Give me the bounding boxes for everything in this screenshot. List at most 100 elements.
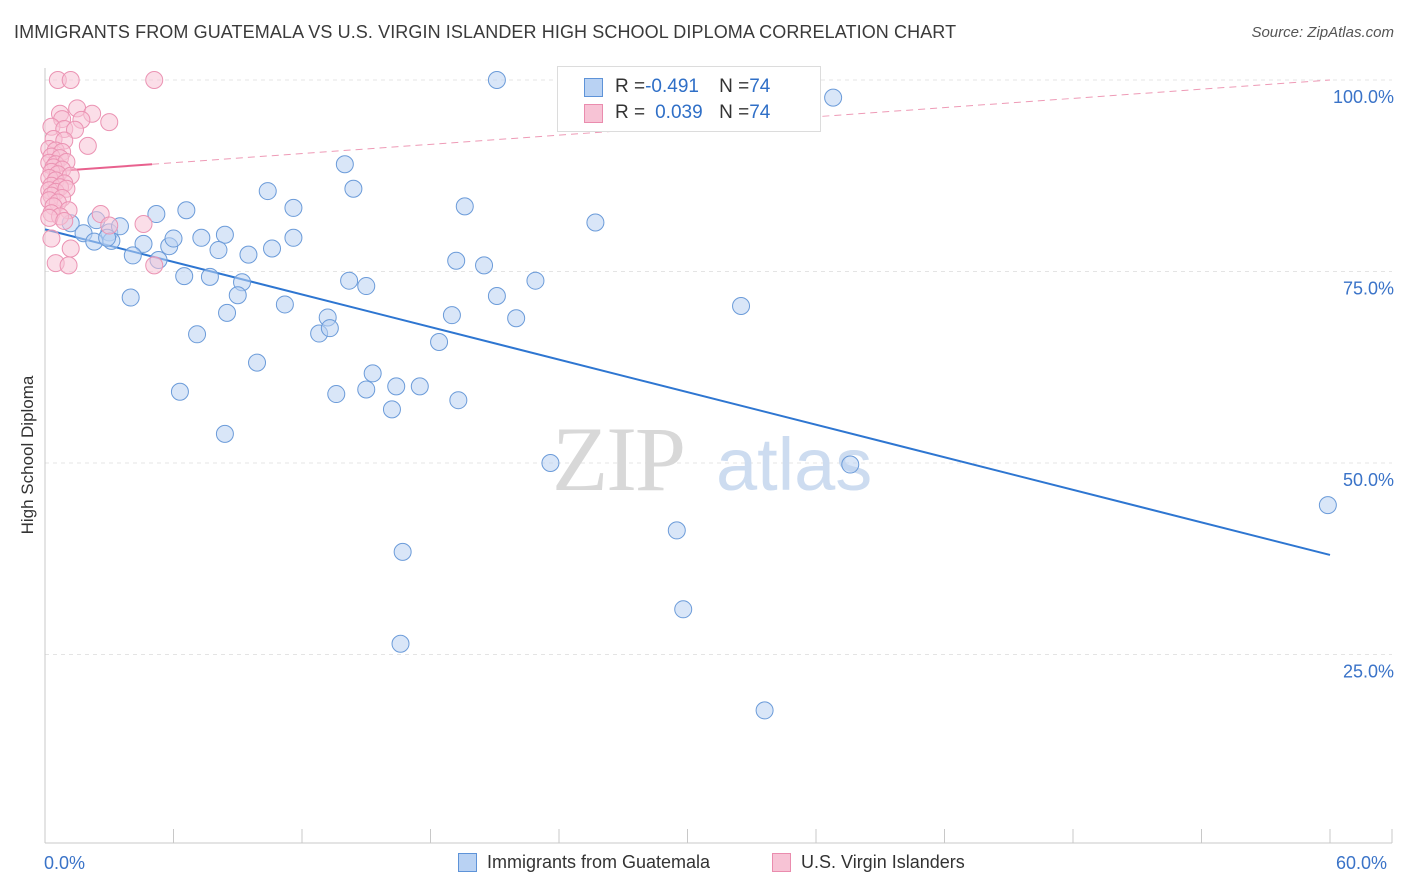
point-guatemala — [327, 385, 346, 404]
point-virgin-islanders — [65, 120, 84, 139]
y-tick-labels: 25.0% 50.0% 75.0% 100.0% — [1333, 87, 1394, 682]
point-guatemala — [391, 634, 410, 653]
point-guatemala — [344, 179, 363, 198]
point-guatemala — [455, 197, 474, 216]
point-guatemala — [123, 246, 142, 265]
point-guatemala — [284, 198, 303, 217]
point-guatemala — [147, 205, 166, 224]
point-guatemala — [175, 267, 194, 286]
point-guatemala — [275, 295, 294, 314]
point-guatemala — [200, 267, 219, 286]
point-guatemala — [732, 296, 751, 315]
point-guatemala — [755, 701, 774, 720]
y-tick-label: 100.0% — [1333, 87, 1394, 107]
legend-swatch-pink — [584, 103, 603, 123]
watermark: ZIP atlas — [552, 408, 872, 510]
legend-r-value: 0.039 — [655, 102, 703, 123]
series-legend: Immigrants from Guatemala U.S. Virgin Is… — [0, 852, 1406, 878]
point-virgin-islanders — [100, 113, 119, 132]
point-guatemala — [320, 319, 339, 338]
point-guatemala — [335, 155, 354, 174]
point-virgin-islanders — [61, 239, 80, 258]
point-guatemala — [393, 542, 412, 561]
grid-lines — [45, 79, 1392, 655]
watermark-zip: ZIP — [552, 408, 684, 510]
point-guatemala — [215, 424, 234, 443]
point-virgin-islanders — [55, 211, 74, 230]
axes — [44, 68, 1393, 844]
legend-r-label: R = — [615, 76, 646, 97]
point-guatemala — [487, 287, 506, 306]
point-guatemala — [387, 377, 406, 396]
point-guatemala — [586, 213, 605, 232]
point-guatemala — [188, 325, 207, 344]
legend-n-label: N = — [719, 76, 750, 97]
point-guatemala — [1318, 496, 1337, 515]
point-guatemala — [410, 377, 429, 396]
point-guatemala — [363, 364, 382, 383]
legend-n-value: 74 — [749, 102, 771, 123]
correlation-legend: R = -0.491 N = 74 R = 0.039 N = 74 — [557, 66, 821, 132]
point-guatemala — [218, 303, 237, 322]
series-legend-label: Immigrants from Guatemala — [487, 852, 711, 872]
point-guatemala — [442, 306, 461, 325]
source-label: Source: ZipAtlas.com — [1251, 24, 1394, 41]
x-tick-label-min: 0.0% — [44, 853, 86, 873]
point-virgin-islanders — [61, 71, 80, 89]
point-virgin-islanders — [59, 256, 78, 275]
point-guatemala — [357, 277, 376, 296]
point-guatemala — [382, 400, 401, 419]
series-legend-item-virgin-islanders: U.S. Virgin Islanders — [772, 852, 965, 873]
point-guatemala — [507, 309, 526, 328]
point-guatemala — [449, 391, 468, 410]
point-guatemala — [134, 234, 153, 253]
legend-row-guatemala: R = -0.491 N = 74 — [584, 75, 770, 99]
point-guatemala — [170, 382, 189, 401]
point-guatemala — [263, 239, 282, 258]
legend-r-value: -0.491 — [645, 76, 699, 97]
point-guatemala — [357, 380, 376, 399]
legend-row-virgin-islanders: R = 0.039 N = 74 — [584, 101, 770, 125]
point-guatemala — [192, 228, 211, 247]
point-guatemala — [239, 245, 258, 264]
point-guatemala — [475, 256, 494, 275]
chart-title: IMMIGRANTS FROM GUATEMALA VS U.S. VIRGIN… — [14, 22, 957, 42]
point-guatemala — [824, 88, 843, 107]
point-guatemala — [430, 332, 449, 351]
trend-line-guatemala — [44, 228, 1331, 556]
point-guatemala — [447, 251, 466, 270]
series-legend-label: U.S. Virgin Islanders — [801, 852, 965, 872]
point-guatemala — [667, 521, 686, 540]
y-tick-label: 75.0% — [1343, 279, 1394, 299]
point-guatemala — [841, 455, 860, 474]
trend-lines — [44, 79, 1331, 556]
point-virgin-islanders — [145, 256, 164, 275]
point-guatemala — [209, 241, 228, 260]
legend-n-value: 74 — [749, 76, 771, 97]
point-virgin-islanders — [42, 229, 61, 248]
legend-n-label: N = — [719, 102, 750, 123]
point-guatemala — [228, 286, 247, 305]
point-guatemala — [164, 229, 183, 248]
x-tick-label-max: 60.0% — [1336, 853, 1388, 873]
y-tick-label: 25.0% — [1343, 662, 1394, 682]
y-tick-label: 50.0% — [1343, 470, 1394, 490]
point-guatemala — [340, 271, 359, 290]
point-guatemala — [258, 182, 277, 201]
data-points — [40, 71, 1337, 720]
point-guatemala — [674, 600, 693, 619]
series-legend-item-guatemala: Immigrants from Guatemala — [458, 852, 710, 873]
point-guatemala — [487, 71, 506, 89]
legend-swatch-blue — [584, 77, 603, 97]
point-guatemala — [541, 454, 560, 472]
series-swatch-pink — [772, 853, 791, 872]
point-guatemala — [248, 353, 267, 372]
legend-r-label: R = — [615, 102, 646, 123]
point-virgin-islanders — [134, 215, 153, 234]
point-guatemala — [177, 201, 196, 220]
point-guatemala — [121, 288, 140, 307]
series-swatch-blue — [458, 853, 477, 872]
point-guatemala — [215, 225, 234, 244]
point-guatemala — [284, 228, 303, 247]
